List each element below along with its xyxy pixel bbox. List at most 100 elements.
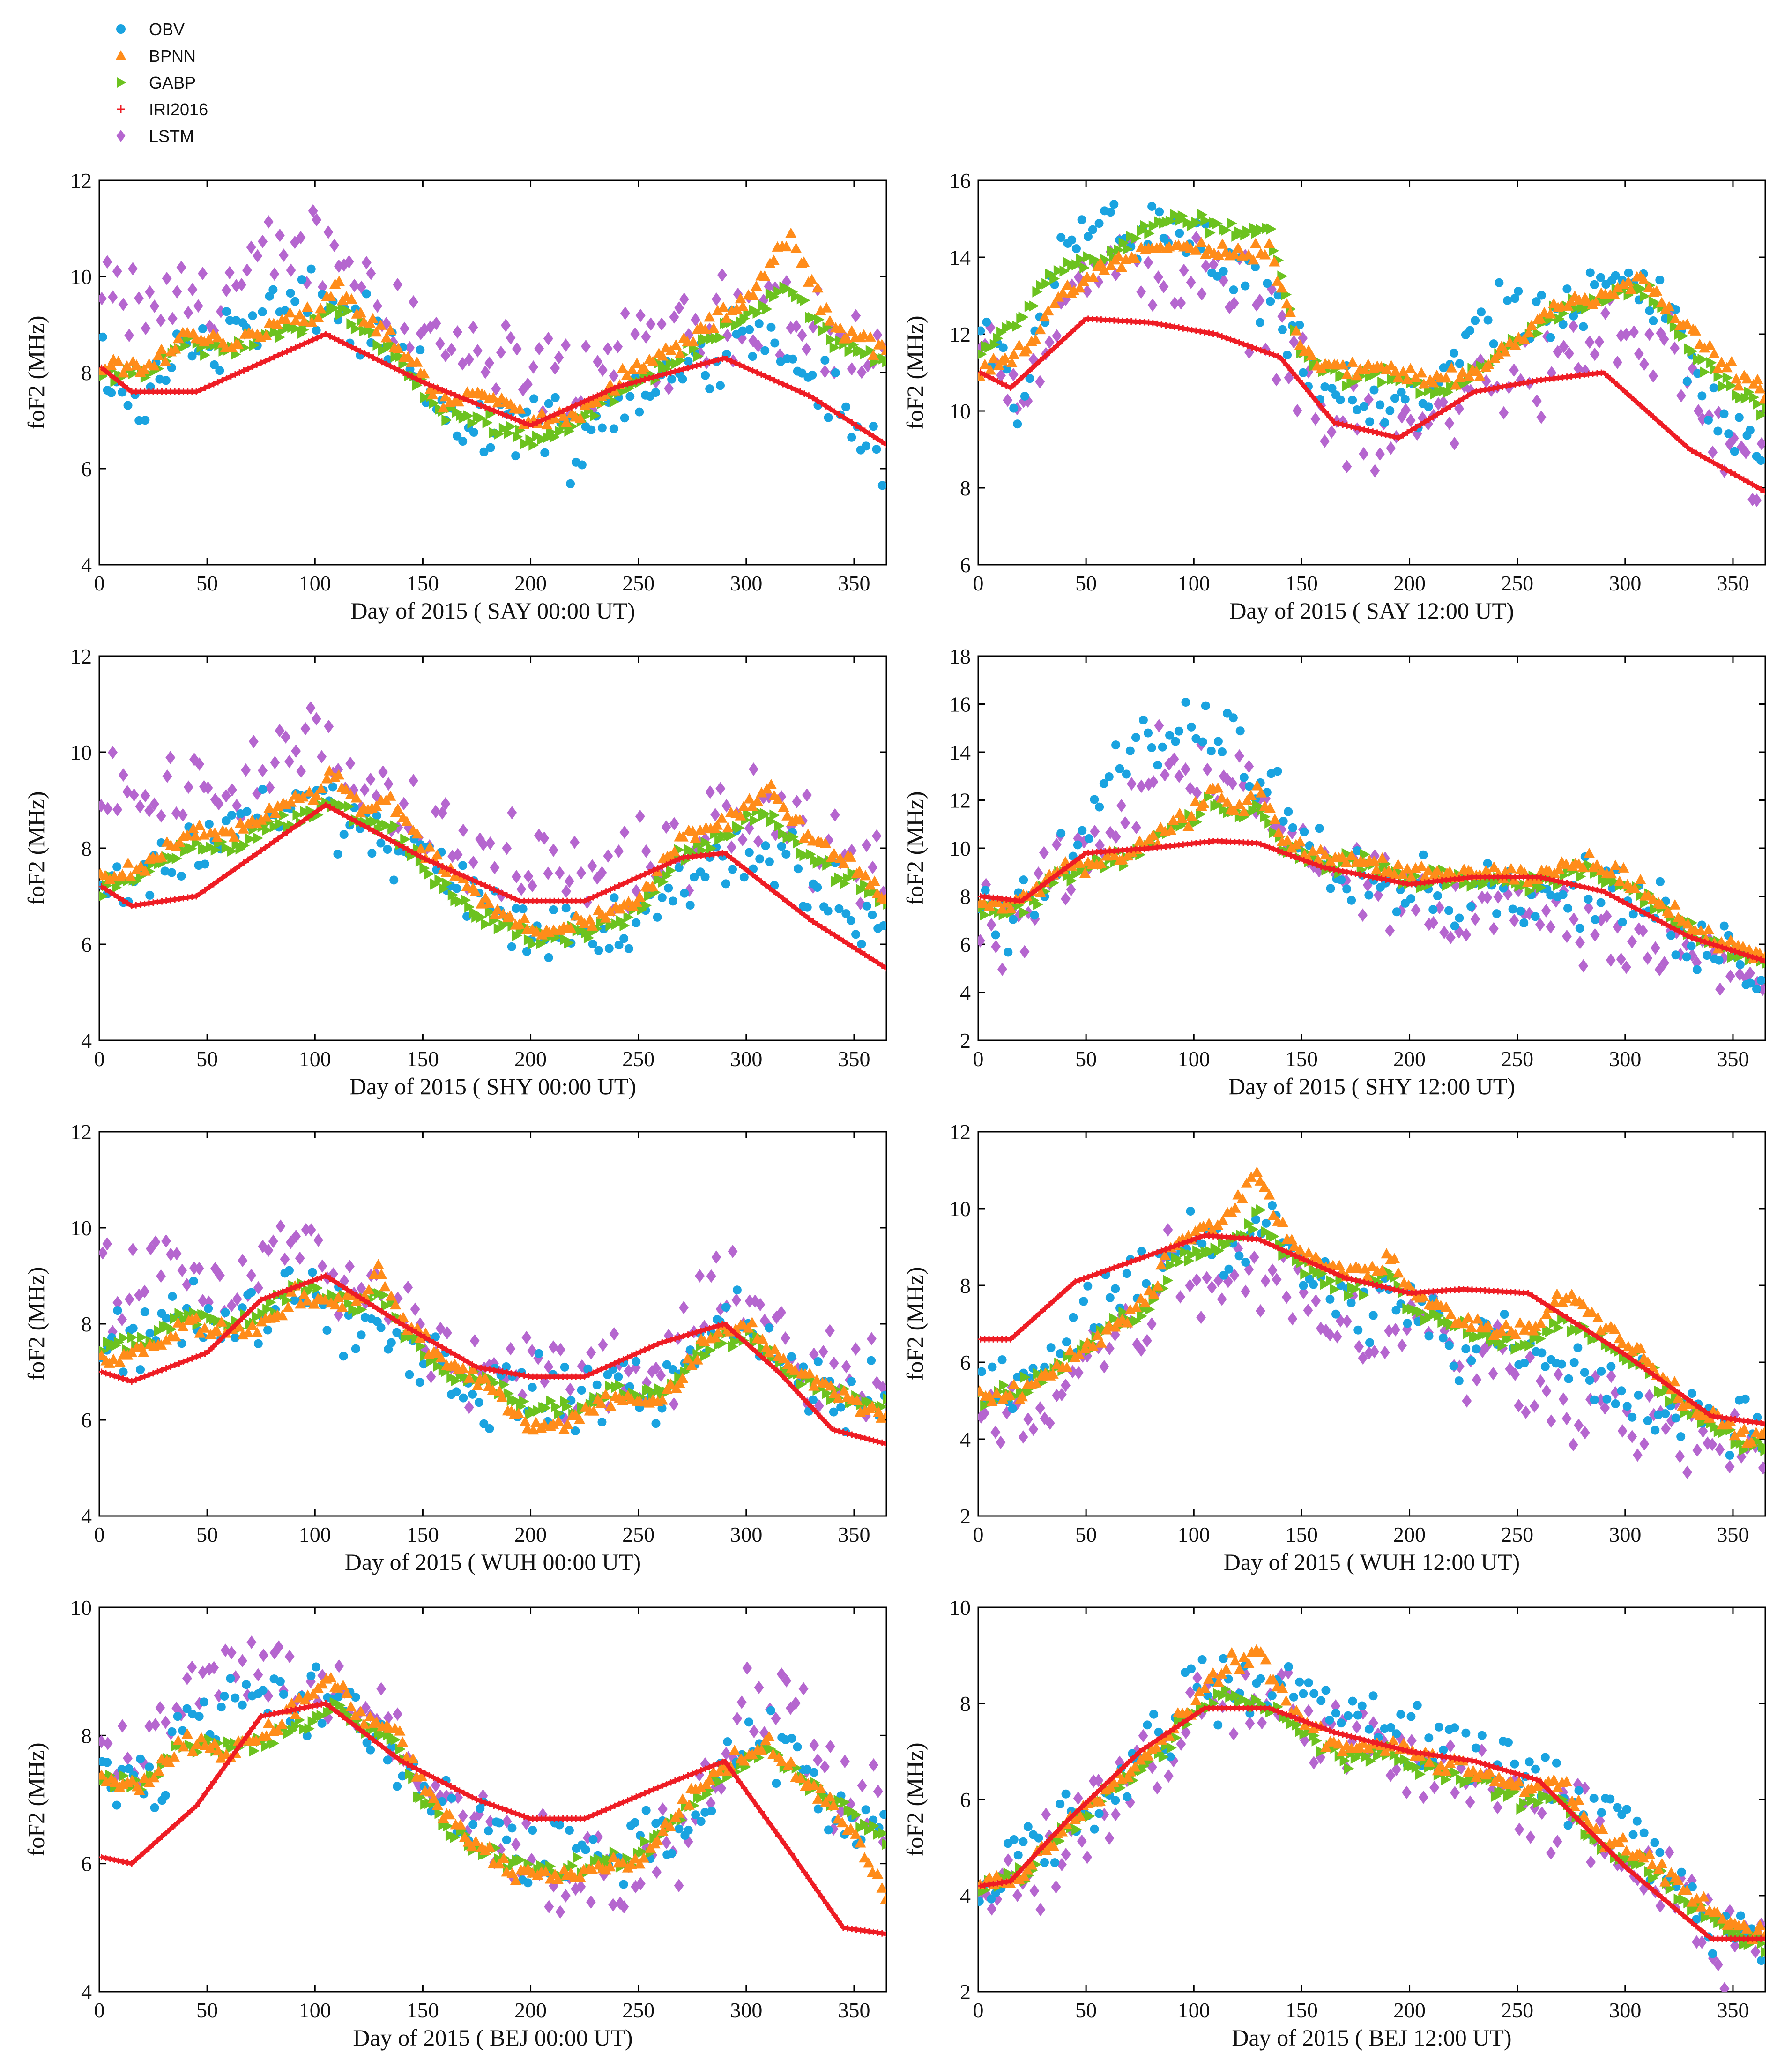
iri2016-point [460, 873, 467, 880]
iri2016-point [1641, 910, 1648, 917]
lstm-point [1208, 258, 1219, 272]
gabp-point [1256, 224, 1266, 236]
iri2016-point [119, 1375, 126, 1382]
bpnn-point [439, 391, 451, 402]
iri2016-point [253, 361, 260, 368]
obv-point [583, 1364, 593, 1374]
lstm-point [286, 263, 296, 277]
gabp-point [292, 809, 303, 821]
bpnn-point [1614, 875, 1626, 886]
obv-point [651, 388, 660, 397]
lstm-point [146, 1242, 156, 1255]
obv-point [978, 1367, 986, 1376]
iri2016-point [766, 1361, 773, 1368]
lstm-point [523, 869, 534, 883]
iri2016-point [671, 857, 678, 864]
obv-point [846, 916, 855, 925]
obv-point [760, 346, 770, 355]
obv-point [145, 890, 155, 900]
bpnn-point [1509, 339, 1521, 350]
iri2016-point [473, 400, 480, 407]
gabp-point [1130, 232, 1141, 244]
iri2016-point [1317, 863, 1324, 870]
lstm-point [1039, 846, 1049, 860]
bpnn-point [812, 282, 824, 293]
lstm-point [102, 255, 112, 269]
iri2016-point [680, 366, 687, 373]
iri2016-point [348, 815, 355, 822]
x-tick-label: 150 [407, 1523, 439, 1546]
gabp-point [200, 1309, 211, 1321]
y-tick-label: 6 [960, 933, 971, 956]
bpnn-point [385, 790, 396, 801]
gabp-point [1140, 220, 1151, 231]
obv-point [1201, 701, 1210, 710]
lstm-point [409, 295, 418, 309]
bpnn-point [1269, 256, 1280, 267]
iri2016-point [322, 1272, 329, 1279]
gabp-point [834, 872, 845, 884]
gabp-point [1443, 386, 1454, 398]
iri2016-point [495, 409, 502, 416]
iri2016-point [693, 362, 700, 369]
iri2016-point [283, 1287, 290, 1294]
obv-point [988, 1362, 997, 1372]
gabp-point [1092, 852, 1102, 865]
lstm-point [1634, 347, 1644, 361]
iri2016-point [753, 1349, 760, 1356]
iri2016-point [439, 863, 446, 870]
iri2016-point [1033, 361, 1040, 368]
iri2016-point [676, 1334, 683, 1341]
x-tick-label: 300 [730, 571, 762, 595]
iri2016-point [1262, 842, 1269, 849]
bpnn-point [513, 918, 525, 929]
lstm-point [603, 849, 613, 863]
iri2016-point [1313, 861, 1320, 868]
iri2016-point [197, 890, 204, 897]
iri2016-point [158, 1367, 165, 1374]
lstm-point [597, 363, 608, 377]
obv-point [577, 1386, 586, 1395]
obv-point [372, 811, 381, 821]
lstm-point [216, 305, 226, 318]
obv-point [1403, 1319, 1412, 1328]
lstm-point [446, 343, 457, 356]
obv-point [1186, 1207, 1195, 1216]
iri2016-point [465, 874, 472, 881]
gabp-point [1756, 409, 1765, 421]
bpnn-point [1699, 342, 1710, 353]
iri2016-point [723, 356, 730, 363]
iri2016-point [1076, 321, 1083, 328]
iri2016-point [430, 383, 437, 390]
obv-point [1575, 924, 1584, 933]
obv-point [625, 392, 635, 401]
gabp-point [266, 1297, 276, 1308]
lstm-point [1703, 1436, 1713, 1450]
lstm-point [301, 1223, 311, 1237]
gabp-point [415, 855, 426, 867]
lstm-point [1559, 340, 1569, 353]
obv-point [1392, 907, 1401, 917]
iri2016-point [1249, 344, 1256, 351]
obv-point [592, 1380, 602, 1389]
bpnn-point [840, 332, 852, 343]
lstm-point [381, 317, 391, 330]
obv-point [690, 873, 699, 882]
bpnn-point [431, 849, 443, 860]
iri2016-point [305, 338, 312, 345]
iri2016-point [469, 1361, 476, 1368]
gabp-point [239, 840, 250, 851]
lstm-point [1272, 1273, 1282, 1286]
lstm-point [1688, 362, 1698, 376]
lstm-point [1201, 259, 1211, 273]
lstm-point [410, 1302, 420, 1316]
bpnn-point [747, 290, 759, 300]
bpnn-point [1217, 238, 1228, 249]
lstm-point [378, 765, 388, 779]
bpnn-point [199, 1322, 210, 1333]
obv-point [721, 1303, 730, 1312]
lstm-point [684, 328, 694, 342]
iri2016-point [1296, 377, 1303, 384]
lstm-point [1073, 1366, 1084, 1380]
